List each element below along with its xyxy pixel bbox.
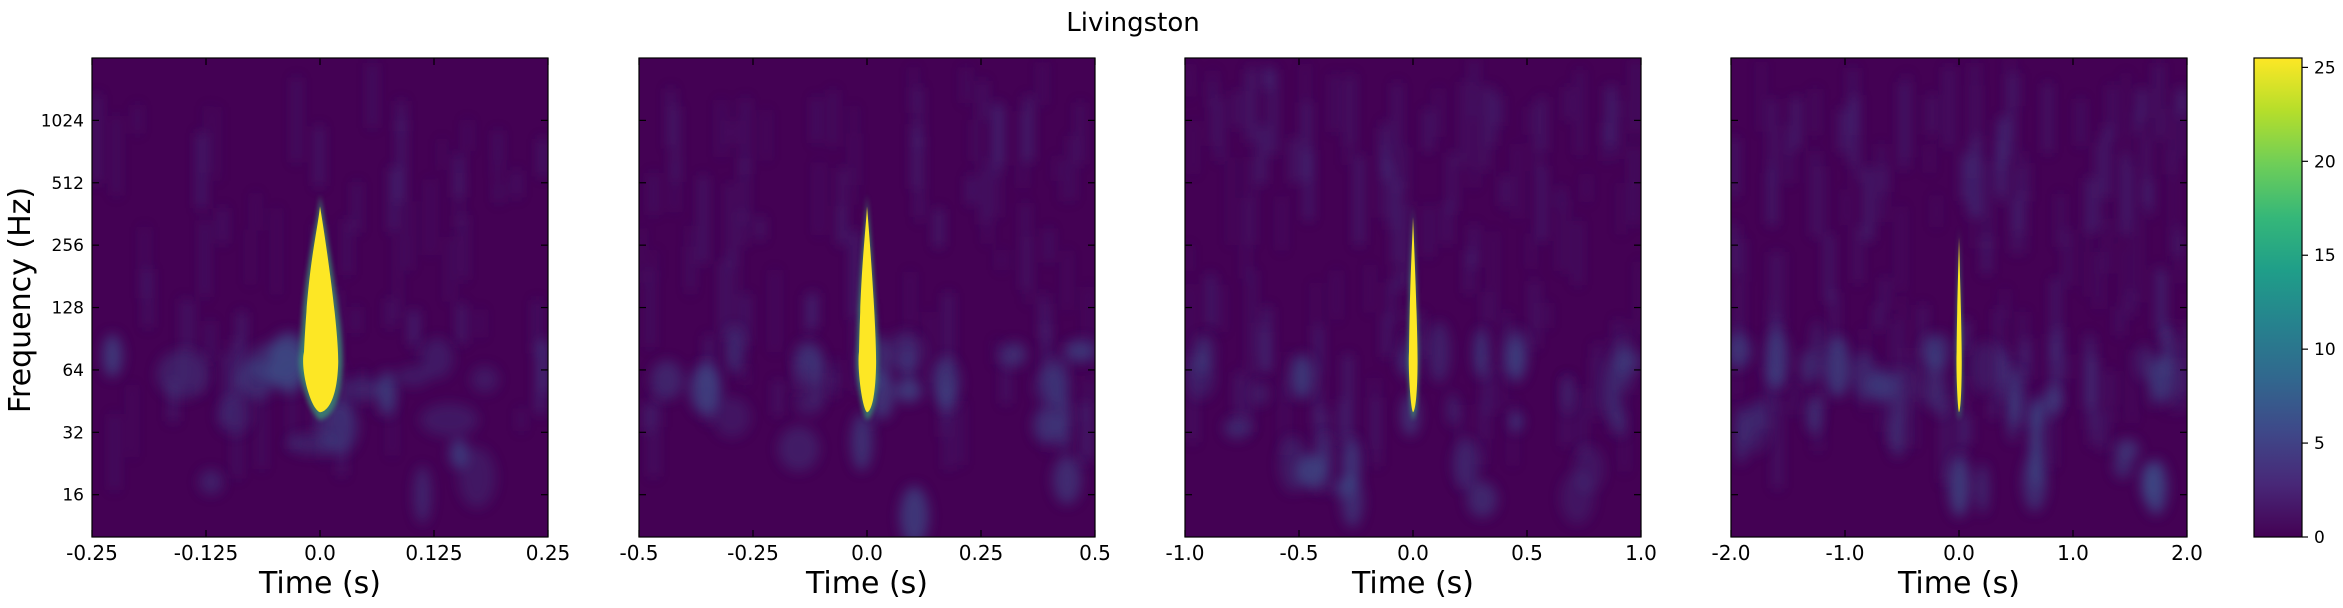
y-tick-label: 1024 — [41, 111, 84, 131]
x-tick-label: -0.125 — [174, 541, 238, 565]
x-tick-label: 1.0 — [1625, 541, 1657, 565]
colorbar-tick-label: 15 — [2314, 246, 2336, 266]
x-axis-label: Time (s) — [258, 566, 381, 601]
x-tick-label: -0.25 — [66, 541, 118, 565]
x-tick-label: -0.5 — [619, 541, 658, 565]
y-tick-label: 32 — [62, 423, 84, 443]
low-frequency-noise — [102, 332, 499, 524]
x-tick-label: -2.0 — [1711, 541, 1750, 565]
colorbar-gradient — [2253, 57, 2303, 538]
y-tick-label: 64 — [62, 361, 84, 381]
heatmap-area — [1731, 58, 2187, 537]
y-tick-label: 128 — [52, 299, 84, 319]
chirp-peak — [1408, 216, 1418, 413]
y-tick-label: 256 — [52, 236, 84, 256]
x-tick-label: 0.5 — [1079, 541, 1111, 565]
x-tick-label: -1.0 — [1165, 541, 1204, 565]
x-tick-label: 0.25 — [959, 541, 1004, 565]
x-tick-label: 0.0 — [851, 541, 883, 565]
x-tick-label: 1.0 — [2057, 541, 2089, 565]
x-tick-label: 0.0 — [1943, 541, 1975, 565]
spectrogram-panel-4: -2.0 -1.0 0.0 1.0 2.0 Time (s) — [1711, 57, 2203, 601]
x-tick-label: 0.0 — [304, 541, 336, 565]
figure-title: Livingston — [1066, 8, 1199, 38]
heatmap-area — [92, 58, 548, 537]
heatmap-area — [1185, 58, 1641, 537]
x-tick-label: 2.0 — [2171, 541, 2203, 565]
chirp-peak — [303, 206, 339, 413]
spectrogram-panel-2: -0.5 -0.25 0.0 0.25 0.5 Time (s) — [619, 57, 1111, 601]
noise-texture — [1731, 59, 2187, 489]
x-tick-label: 0.25 — [526, 541, 571, 565]
x-tick-label: 0.5 — [1511, 541, 1543, 565]
x-axis-label: Time (s) — [1897, 566, 2020, 601]
y-tick-label: 16 — [62, 486, 84, 506]
x-tick-label: -0.25 — [727, 541, 779, 565]
spectrogram-panel-3: -1.0 -0.5 0.0 0.5 1.0 Time (s) — [1165, 57, 1657, 601]
colorbar-tick-label: 25 — [2314, 58, 2336, 78]
chirp-peak — [858, 206, 877, 413]
spectrogram-panel-1: -0.25 -0.125 0.0 0.125 0.25 16 32 64 128 256 512 10… — [41, 57, 571, 601]
low-frequency-noise — [1731, 320, 2176, 517]
heatmap-area — [639, 58, 1095, 537]
x-axis-label: Time (s) — [1351, 566, 1474, 601]
x-tick-label: 0.0 — [1397, 541, 1429, 565]
colorbar-tick-label: 0 — [2314, 528, 2325, 548]
x-tick-label: -0.5 — [1279, 541, 1318, 565]
x-tick-label: -1.0 — [1825, 541, 1864, 565]
chirp-peak — [1956, 237, 1962, 413]
colorbar-tick-label: 10 — [2314, 340, 2336, 360]
colorbar: 0 5 10 15 20 25 — [2253, 57, 2336, 548]
y-axis-label: Frequency (Hz) — [3, 187, 38, 413]
noise-texture — [639, 62, 1095, 477]
colorbar-tick-label: 5 — [2314, 434, 2325, 454]
x-axis-label: Time (s) — [805, 566, 928, 601]
colorbar-tick-label: 20 — [2314, 152, 2336, 172]
x-tick-label: 0.125 — [405, 541, 462, 565]
y-tick-label: 512 — [52, 174, 84, 194]
low-frequency-noise — [1186, 321, 1641, 528]
noise-texture — [1186, 59, 1641, 493]
